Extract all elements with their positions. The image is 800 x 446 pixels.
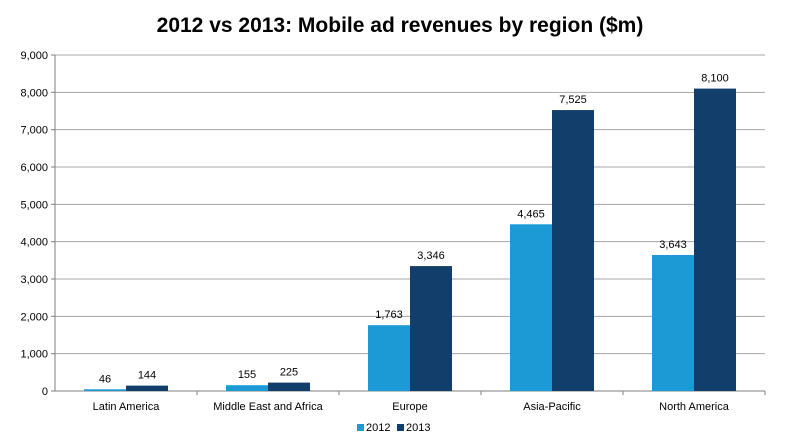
legend-label: 2013 xyxy=(406,422,430,434)
bar-2012 xyxy=(226,385,268,391)
data-label: 155 xyxy=(238,369,256,381)
y-tick-label: 0 xyxy=(42,386,48,398)
bar-2012 xyxy=(510,224,552,391)
data-label: 4,465 xyxy=(517,208,545,220)
data-label: 144 xyxy=(138,370,156,382)
x-category-label: North America xyxy=(659,401,730,413)
legend-swatch-2012 xyxy=(357,424,364,431)
y-tick-label: 1,000 xyxy=(20,349,48,361)
y-tick-label: 8,000 xyxy=(20,87,48,99)
bar-2012 xyxy=(84,389,126,391)
y-tick-label: 7,000 xyxy=(20,125,48,137)
data-label: 7,525 xyxy=(559,94,587,106)
bar-2012 xyxy=(368,325,410,391)
data-label: 225 xyxy=(280,367,298,379)
data-label: 3,643 xyxy=(659,239,687,251)
y-tick-label: 4,000 xyxy=(20,237,48,249)
bar-2013 xyxy=(694,88,736,391)
y-tick-label: 9,000 xyxy=(20,50,48,62)
chart-title: 2012 vs 2013: Mobile ad revenues by regi… xyxy=(156,14,644,37)
y-tick-label: 6,000 xyxy=(20,162,48,174)
bar-2013 xyxy=(552,110,594,392)
x-category-label: Asia-Pacific xyxy=(523,401,581,413)
bar-2013 xyxy=(410,266,452,391)
legend-swatch-2013 xyxy=(397,424,404,431)
x-category-label: Middle East and Africa xyxy=(213,401,323,413)
legend-label: 2012 xyxy=(366,422,390,434)
x-category-label: Europe xyxy=(392,401,427,413)
data-label: 3,346 xyxy=(417,250,445,262)
y-tick-label: 5,000 xyxy=(20,199,48,211)
bar-2012 xyxy=(652,254,694,391)
bar-2013 xyxy=(126,385,168,391)
data-label: 1,763 xyxy=(375,309,403,321)
bar-2013 xyxy=(268,382,310,391)
y-tick-label: 3,000 xyxy=(20,274,48,286)
x-category-label: Latin America xyxy=(93,401,161,413)
data-label: 46 xyxy=(99,373,111,385)
y-tick-label: 2,000 xyxy=(20,311,48,323)
data-label: 8,100 xyxy=(701,73,729,85)
